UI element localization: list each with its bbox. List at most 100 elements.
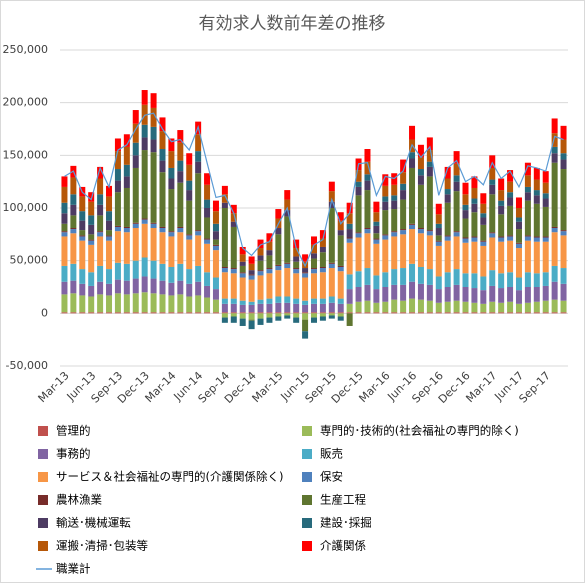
bar-segment xyxy=(498,241,505,274)
bar-segment xyxy=(426,300,433,313)
bar-segment xyxy=(239,265,246,273)
bar-segment xyxy=(212,250,219,278)
bar-segment xyxy=(79,295,86,313)
bar-segment xyxy=(195,295,202,313)
legend-swatch xyxy=(38,426,48,436)
bar-segment xyxy=(542,182,549,194)
bar-segment xyxy=(444,287,451,302)
bar-segment xyxy=(337,235,344,266)
legend-label: 専門的･技術的(社会福祉の専門的除く) xyxy=(320,424,519,438)
bar-segment xyxy=(61,281,68,295)
bar-segment xyxy=(346,242,353,275)
bar-segment xyxy=(328,296,335,303)
bar-segment xyxy=(382,196,389,202)
bar-segment xyxy=(453,269,460,285)
bar-segment xyxy=(453,181,460,192)
bar-segment xyxy=(355,271,362,287)
bar-segment xyxy=(498,288,505,303)
bar-segment xyxy=(364,149,371,162)
bar-segment xyxy=(507,235,514,237)
legend-label: 管理的 xyxy=(56,424,91,438)
bar-segment xyxy=(248,275,255,280)
bar-segment xyxy=(70,215,77,229)
legend-swatch xyxy=(302,426,312,436)
bar-segment xyxy=(248,263,255,271)
bar-segment xyxy=(123,280,130,295)
bar-segment xyxy=(373,289,380,303)
bar-segment xyxy=(212,231,219,240)
bar-segment xyxy=(328,313,335,316)
bar-segment xyxy=(364,190,371,229)
bar-segment xyxy=(346,238,353,243)
bar-segment xyxy=(293,273,300,299)
bar-segment xyxy=(186,234,193,236)
bar-segment xyxy=(302,304,309,313)
bar-segment xyxy=(221,303,228,313)
bar-segment xyxy=(123,164,130,177)
bar-segment xyxy=(400,230,407,235)
bar-segment xyxy=(159,131,166,150)
bar-segment xyxy=(507,170,514,182)
bar-segment xyxy=(400,159,407,173)
bar-segment xyxy=(257,313,264,319)
bar-segment xyxy=(489,285,496,302)
bar-segment xyxy=(106,211,113,221)
bar-segment xyxy=(551,312,558,314)
bar-segment xyxy=(346,274,353,290)
bar-segment xyxy=(212,244,219,246)
bar-segment xyxy=(524,240,531,273)
bar-segment xyxy=(391,209,398,232)
bar-segment xyxy=(515,277,522,291)
bar-segment xyxy=(453,232,460,237)
bar-segment xyxy=(257,255,264,261)
bar-segment xyxy=(480,203,487,214)
bar-segment xyxy=(391,232,398,237)
bar-segment xyxy=(444,194,451,203)
bar-segment xyxy=(186,283,193,297)
bar-segment xyxy=(132,278,139,294)
bar-segment xyxy=(257,312,264,314)
y-tick-label: 250,000 xyxy=(3,43,49,56)
bar-segment xyxy=(560,125,567,140)
bar-segment xyxy=(489,233,496,238)
bar-segment xyxy=(382,210,389,235)
bar-segment xyxy=(302,277,309,301)
bar-segment xyxy=(524,235,531,237)
total-line xyxy=(64,112,564,268)
bar-segment xyxy=(364,174,371,181)
bar-segment xyxy=(355,301,362,313)
bar-segment xyxy=(435,214,442,224)
bar-segment xyxy=(275,302,282,313)
bar-segment xyxy=(168,231,175,233)
bar-segment xyxy=(230,273,237,299)
bar-segment xyxy=(542,237,549,242)
bar-segment xyxy=(498,236,505,238)
bar-segment xyxy=(284,296,291,303)
legend-swatch xyxy=(302,518,312,528)
bar-segment xyxy=(141,312,148,314)
bar-segment xyxy=(123,228,130,233)
bar-segment xyxy=(150,126,157,140)
bar-segment xyxy=(444,236,451,241)
bar-segment xyxy=(212,289,219,300)
bar-segment xyxy=(141,219,148,224)
bar-segment xyxy=(114,192,121,226)
bar-segment xyxy=(168,232,175,237)
bar-segment xyxy=(177,142,184,161)
bar-segment xyxy=(382,201,389,211)
bar-segment xyxy=(560,283,567,301)
bar-segment xyxy=(266,303,273,313)
bar-segment xyxy=(515,248,522,278)
bar-segment xyxy=(524,200,531,236)
bar-segment xyxy=(471,273,478,289)
bar-segment xyxy=(355,170,362,182)
bar-segment xyxy=(542,206,549,237)
bar-segment xyxy=(524,162,531,176)
bar-segment xyxy=(204,243,211,273)
bar-segment xyxy=(284,262,291,264)
bar-segment xyxy=(435,223,442,229)
bar-segment xyxy=(542,171,549,183)
bar-segment xyxy=(417,266,424,284)
bar-segment xyxy=(230,312,237,314)
bar-segment xyxy=(444,272,451,287)
